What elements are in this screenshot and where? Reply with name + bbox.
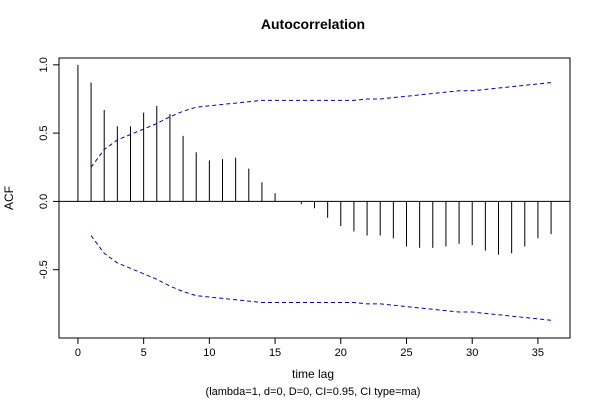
chart-title: Autocorrelation (261, 16, 365, 32)
y-tick-label-2: 0.5 (38, 125, 50, 140)
x-tick-label-5: 5 (141, 347, 147, 359)
y-tick-label-1: 0.0 (38, 194, 50, 209)
x-tick-label-10: 10 (203, 347, 215, 359)
y-tick-label-0: -0.5 (38, 260, 50, 279)
x-axis: 0 5 10 15 20 25 30 35 (75, 337, 544, 359)
x-tick-label-0: 0 (75, 347, 81, 359)
confidence-band (90, 82, 552, 321)
plot-frame (58, 57, 571, 339)
x-tick-label-20: 20 (335, 347, 347, 359)
ci-upper-line (90, 82, 552, 168)
ci-lower-line (90, 235, 552, 321)
y-tick-label-3: 1.0 (38, 57, 50, 72)
chart-subtitle: (lambda=1, d=0, D=0, CI=0.95, CI type=ma… (206, 386, 421, 398)
x-tick-label-30: 30 (466, 347, 478, 359)
x-tick-label-35: 35 (532, 347, 544, 359)
x-axis-label: time lag (292, 367, 334, 381)
acf-bars (59, 64, 570, 255)
x-tick-label-25: 25 (400, 347, 412, 359)
y-axis: -0.5 0.0 0.5 1.0 (38, 57, 60, 279)
x-tick-label-15: 15 (269, 347, 281, 359)
y-axis-label: ACF (2, 186, 16, 210)
